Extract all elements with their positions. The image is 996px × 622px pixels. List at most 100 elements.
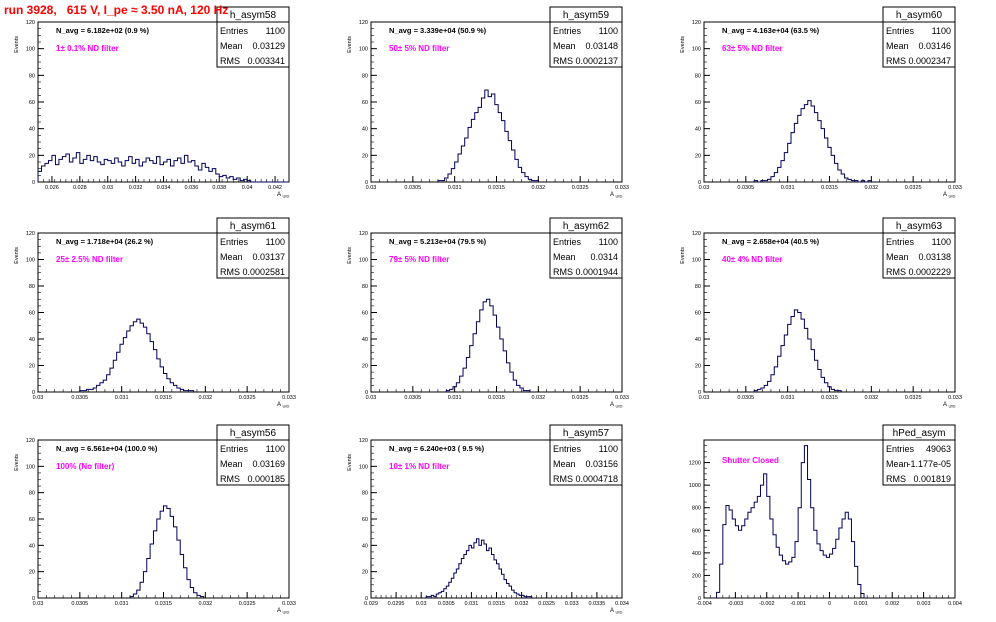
y-tick-label: 80 xyxy=(29,284,35,290)
y-tick-label: 40 xyxy=(362,543,368,549)
stats-value: 0.03156 xyxy=(585,459,618,469)
y-tick-label: 20 xyxy=(29,364,35,370)
x-tick-label: 0.0325 xyxy=(905,185,922,191)
x-tick-label: -0.002 xyxy=(759,601,775,607)
x-tick-label: 0.031 xyxy=(781,185,795,191)
x-tick-label: 0.0315 xyxy=(821,395,838,401)
y-tick-label: 60 xyxy=(362,100,368,106)
y-tick-label: 0 xyxy=(32,390,35,396)
y-tick-label: 200 xyxy=(692,573,701,579)
stats-value: 0.03138 xyxy=(918,252,951,262)
x-tick-label: 0.0325 xyxy=(572,185,589,191)
stats-value: 0.0314 xyxy=(590,252,618,262)
y-tick-label: 40 xyxy=(29,127,35,133)
x-tick-label: 0.03 xyxy=(699,185,710,191)
y-tick-label: 80 xyxy=(29,73,35,79)
y-tick-label: 60 xyxy=(695,311,701,317)
y-tick-label: 80 xyxy=(362,284,368,290)
run-rate: 120 Hz xyxy=(190,3,229,17)
stats-value: 0.000185 xyxy=(247,474,285,484)
stats-key: Mean xyxy=(220,459,243,469)
x-tick-label: 0.0315 xyxy=(155,395,172,401)
x-tick-label: 0.0305 xyxy=(404,185,421,191)
stats-title: h_asym61 xyxy=(230,221,277,232)
x-tick-label: 0.03 xyxy=(102,185,113,191)
histogram-series xyxy=(129,505,205,598)
stats-box xyxy=(216,217,290,279)
stats-title: h_asym62 xyxy=(563,221,610,232)
stats-key: RMS xyxy=(553,267,573,277)
x-tick-label: 0.032 xyxy=(531,185,545,191)
y-axis-title: Events xyxy=(680,36,686,53)
histogram-pad-h_asym58: 0 20 40 60 80 100 120 0.026 0.028 0.03 0.032 0.034 0… xyxy=(14,6,290,199)
x-tick-label: 0.03 xyxy=(33,601,44,607)
stats-box xyxy=(549,217,623,279)
x-tick-label: 0.0305 xyxy=(737,185,754,191)
filter-label: 63± 5% ND filter xyxy=(722,44,782,53)
stats-box xyxy=(549,424,623,486)
y-tick-label: 20 xyxy=(695,153,701,159)
stats-box xyxy=(549,6,623,68)
stats-key: Mean xyxy=(886,459,909,469)
stats-title: hPed_asym xyxy=(893,428,946,439)
stats-value: 1100 xyxy=(266,444,285,454)
x-tick-label: 0.031 xyxy=(465,601,479,607)
y-tick-label: 120 xyxy=(692,231,701,237)
run-voltage: 615 V, xyxy=(66,3,101,17)
x-tick-label: 0.032 xyxy=(198,601,212,607)
y-tick-label: 60 xyxy=(29,311,35,317)
x-axis-title: A UID xyxy=(943,192,956,199)
filter-label: 1± 0.1% ND filter xyxy=(56,44,119,53)
y-tick-label: 120 xyxy=(26,20,35,26)
stats-key: Mean xyxy=(553,459,576,469)
stats-title: h_asym58 xyxy=(230,10,277,21)
run-number: run 3928, xyxy=(4,3,57,17)
y-tick-label: 80 xyxy=(695,284,701,290)
y-tick-label: 60 xyxy=(362,517,368,523)
y-tick-label: 40 xyxy=(695,127,701,133)
navg-label: N_avg = 3.339e+04 (50.9 %) xyxy=(389,26,487,35)
navg-label: N_avg = 6.561e+04 (100.0 %) xyxy=(56,444,158,453)
navg-label: N_avg = 1.718e+04 (26.2 %) xyxy=(56,237,154,246)
stats-value: 1100 xyxy=(599,26,618,36)
y-axis-title: Events xyxy=(680,247,686,264)
x-tick-label: 0.033 xyxy=(948,395,962,401)
stats-key: Mean xyxy=(886,252,909,262)
y-tick-label: 20 xyxy=(362,153,368,159)
y-tick-label: 400 xyxy=(692,551,701,557)
stats-value: 0.0002581 xyxy=(242,267,285,277)
x-axis-title: A UID xyxy=(277,608,290,615)
stats-key: Entries xyxy=(553,444,582,454)
stats-key: Entries xyxy=(886,444,915,454)
y-tick-label: 80 xyxy=(362,73,368,79)
x-tick-label: 0.0335 xyxy=(588,601,605,607)
y-tick-label: 100 xyxy=(692,47,701,53)
y-tick-label: 800 xyxy=(692,506,701,512)
stats-title: h_asym59 xyxy=(563,10,610,21)
x-tick-label: 0.038 xyxy=(212,185,226,191)
y-tick-label: 80 xyxy=(362,491,368,497)
x-tick-label: 0.031 xyxy=(781,395,795,401)
y-tick-label: 1000 xyxy=(689,483,701,489)
x-tick-label: 0.003 xyxy=(917,601,931,607)
y-tick-label: 120 xyxy=(692,20,701,26)
x-tick-label: 0.0325 xyxy=(905,395,922,401)
y-tick-label: 60 xyxy=(29,517,35,523)
stats-value: 0.0001944 xyxy=(575,267,618,277)
stats-key: Entries xyxy=(220,26,249,36)
stats-value: 1100 xyxy=(932,26,951,36)
y-axis-title: Events xyxy=(347,454,353,471)
x-tick-label: 0.031 xyxy=(115,395,129,401)
y-axis-title: Events xyxy=(347,36,353,53)
stats-key: Mean xyxy=(220,252,243,262)
stats-key: RMS xyxy=(886,474,906,484)
x-tick-label: 0.033 xyxy=(615,395,629,401)
y-tick-label: 100 xyxy=(359,464,368,470)
histogram-series xyxy=(445,298,531,392)
histogram-series xyxy=(79,318,195,392)
y-tick-label: 0 xyxy=(365,596,368,602)
stats-value: 0.03169 xyxy=(252,459,285,469)
y-tick-label: 20 xyxy=(29,570,35,576)
y-tick-label: 100 xyxy=(26,464,35,470)
x-axis-title: A UID xyxy=(610,192,623,199)
